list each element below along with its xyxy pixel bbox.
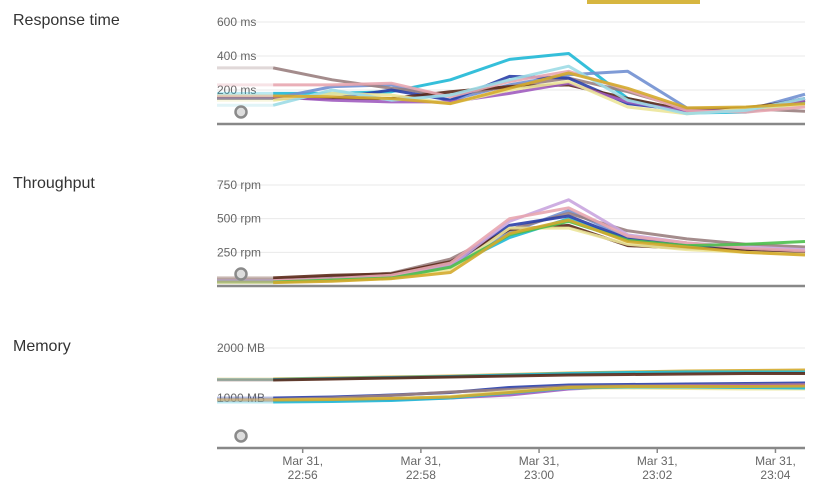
memory-y-tick-label: 1000 MB bbox=[217, 391, 265, 405]
response-time-series-line-8 bbox=[272, 64, 806, 116]
x-tick-label-time: 22:56 bbox=[288, 468, 318, 482]
memory-toggle-ring-icon[interactable] bbox=[234, 429, 248, 443]
throughput-title: Throughput bbox=[13, 175, 95, 192]
highlight-bar bbox=[587, 0, 700, 4]
response-time-title: Response time bbox=[13, 12, 120, 29]
throughput-series-line-9 bbox=[273, 218, 806, 285]
response-time-y-tick-label: 200 ms bbox=[217, 83, 256, 97]
x-tick-label-date: Mar 31, bbox=[401, 454, 442, 468]
x-tick-label-time: 23:02 bbox=[642, 468, 672, 482]
response-time-series-line-9 bbox=[273, 71, 806, 110]
response-time-toggle-ring-icon[interactable] bbox=[234, 105, 248, 119]
throughput-toggle-ring-icon[interactable] bbox=[234, 267, 248, 281]
throughput-y-tick-label: 250 rpm bbox=[217, 245, 261, 259]
response-time-y-tick-label: 400 ms bbox=[217, 49, 256, 63]
throughput-y-tick-label: 500 rpm bbox=[217, 212, 261, 226]
memory-title: Memory bbox=[13, 338, 71, 355]
x-tick-label-date: Mar 31, bbox=[755, 454, 796, 468]
x-tick-label-time: 22:58 bbox=[406, 468, 436, 482]
memory-y-tick-label: 2000 MB bbox=[217, 341, 265, 355]
x-tick-label-time: 23:00 bbox=[524, 468, 554, 482]
throughput-y-tick-label: 750 rpm bbox=[217, 178, 261, 192]
memory-series-line-5 bbox=[273, 384, 806, 402]
x-tick-label-date: Mar 31, bbox=[519, 454, 560, 468]
x-tick-label-date: Mar 31, bbox=[637, 454, 678, 468]
response-time-y-tick-label: 600 ms bbox=[217, 15, 256, 29]
x-tick-label-date: Mar 31, bbox=[282, 454, 323, 468]
memory-series-line-8 bbox=[273, 372, 805, 382]
x-tick-label-time: 23:04 bbox=[760, 468, 790, 482]
